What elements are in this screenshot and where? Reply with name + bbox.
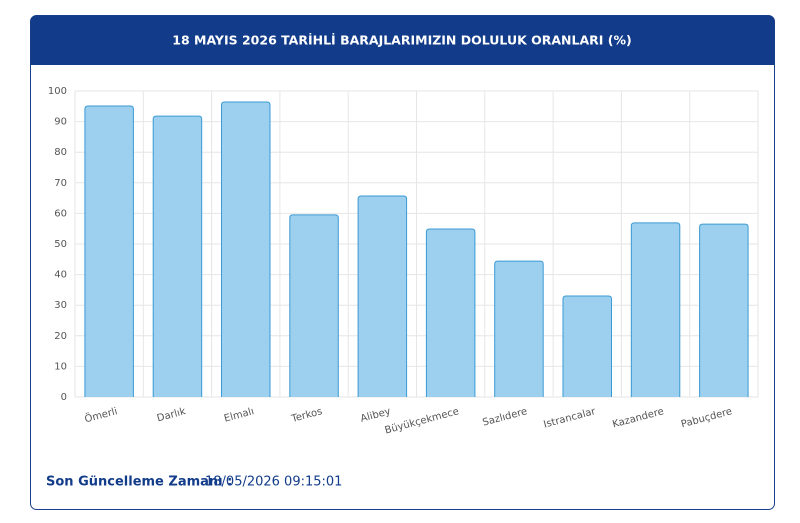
- bar: [357, 195, 408, 397]
- bar: [84, 105, 134, 397]
- y-tick-label: 20: [54, 331, 67, 342]
- bar: [221, 101, 271, 397]
- bar: [699, 223, 749, 397]
- y-tick-label: 40: [54, 270, 67, 281]
- bar: [562, 295, 612, 397]
- y-tick-label: 30: [54, 300, 67, 311]
- bar: [630, 222, 681, 397]
- footer-label: Son Güncelleme Zamanı :: [46, 475, 232, 490]
- y-tick-label: 90: [54, 117, 67, 128]
- bar: [289, 214, 339, 397]
- footer-value: 18/05/2026 09:15:01: [205, 475, 342, 490]
- y-tick-label: 80: [54, 147, 67, 158]
- y-tick-label: 100: [48, 86, 67, 97]
- bar: [152, 115, 203, 397]
- card-header: [30, 15, 775, 65]
- y-tick-label: 60: [54, 208, 67, 219]
- y-tick-label: 70: [54, 178, 67, 189]
- y-tick-label: 10: [54, 361, 67, 372]
- bar: [494, 260, 544, 397]
- y-tick-label: 50: [54, 239, 67, 250]
- y-tick-label: 0: [61, 392, 67, 403]
- header-title: 18 MAYIS 2026 TARİHLİ BARAJLARIMIZIN DOL…: [172, 33, 631, 48]
- bar: [425, 228, 476, 397]
